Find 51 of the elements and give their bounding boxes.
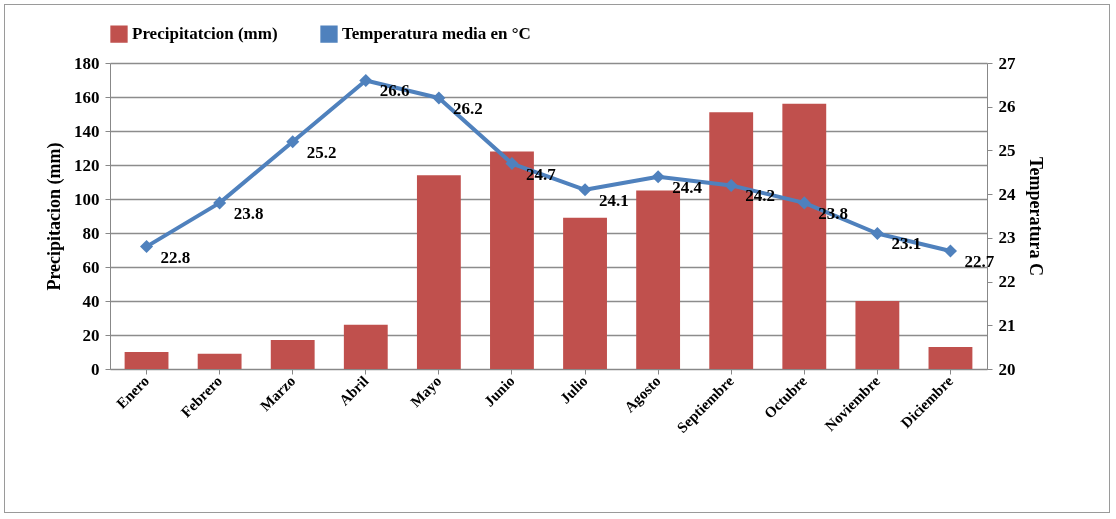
point <box>797 196 811 210</box>
point <box>651 170 665 184</box>
bar <box>270 340 315 369</box>
bar <box>343 324 388 369</box>
point <box>943 244 957 258</box>
data-label: 24.2 <box>745 186 775 206</box>
legend-label: Precipitatcion (mm) <box>132 24 278 44</box>
point <box>724 178 738 192</box>
point <box>578 183 592 197</box>
point <box>213 196 227 210</box>
y-tick-label: 60 <box>82 257 100 277</box>
y2-tick-label: 27 <box>998 53 1016 73</box>
y2-tick-label: 20 <box>998 359 1016 379</box>
data-label: 24.1 <box>599 190 629 210</box>
y-tick-label: 40 <box>82 291 100 311</box>
y2-tick-label: 21 <box>998 315 1016 335</box>
y-tick-label: 120 <box>74 155 100 175</box>
data-label: 23.8 <box>233 203 264 223</box>
y-axis-title: Precipitacion (mm) <box>44 142 65 291</box>
y-tick-label: 160 <box>74 87 100 107</box>
y-tick-label: 0 <box>91 359 100 379</box>
point <box>359 73 373 87</box>
point <box>286 135 300 149</box>
point <box>505 157 519 171</box>
data-label: 24.4 <box>672 177 703 197</box>
y-tick-label: 100 <box>74 189 100 209</box>
bar <box>197 353 242 369</box>
legend-label: Temperatura media en °C <box>342 24 531 44</box>
point <box>870 226 884 240</box>
bar <box>416 175 461 369</box>
y2-tick-label: 25 <box>998 140 1016 160</box>
point <box>140 240 154 254</box>
data-label: 22.7 <box>964 251 995 271</box>
point <box>432 91 446 105</box>
y2-tick-label: 23 <box>998 228 1016 248</box>
y2-axis-title: Temperatura C <box>1025 157 1046 276</box>
bar <box>124 352 169 369</box>
y-tick-label: 80 <box>82 223 100 243</box>
y2-tick-label: 22 <box>998 272 1016 292</box>
bar <box>855 301 900 369</box>
y-tick-label: 20 <box>82 325 100 345</box>
y-tick-label: 180 <box>74 53 100 73</box>
data-label: 24.7 <box>525 164 557 184</box>
data-label: 22.8 <box>160 247 191 267</box>
bar <box>563 217 607 369</box>
y2-tick-label: 26 <box>998 97 1016 117</box>
data-label: 26.2 <box>452 98 483 118</box>
bar <box>928 346 973 369</box>
y2-tick-label: 24 <box>998 184 1016 204</box>
y-tick-label: 140 <box>74 121 100 141</box>
data-label: 25.2 <box>306 142 337 162</box>
